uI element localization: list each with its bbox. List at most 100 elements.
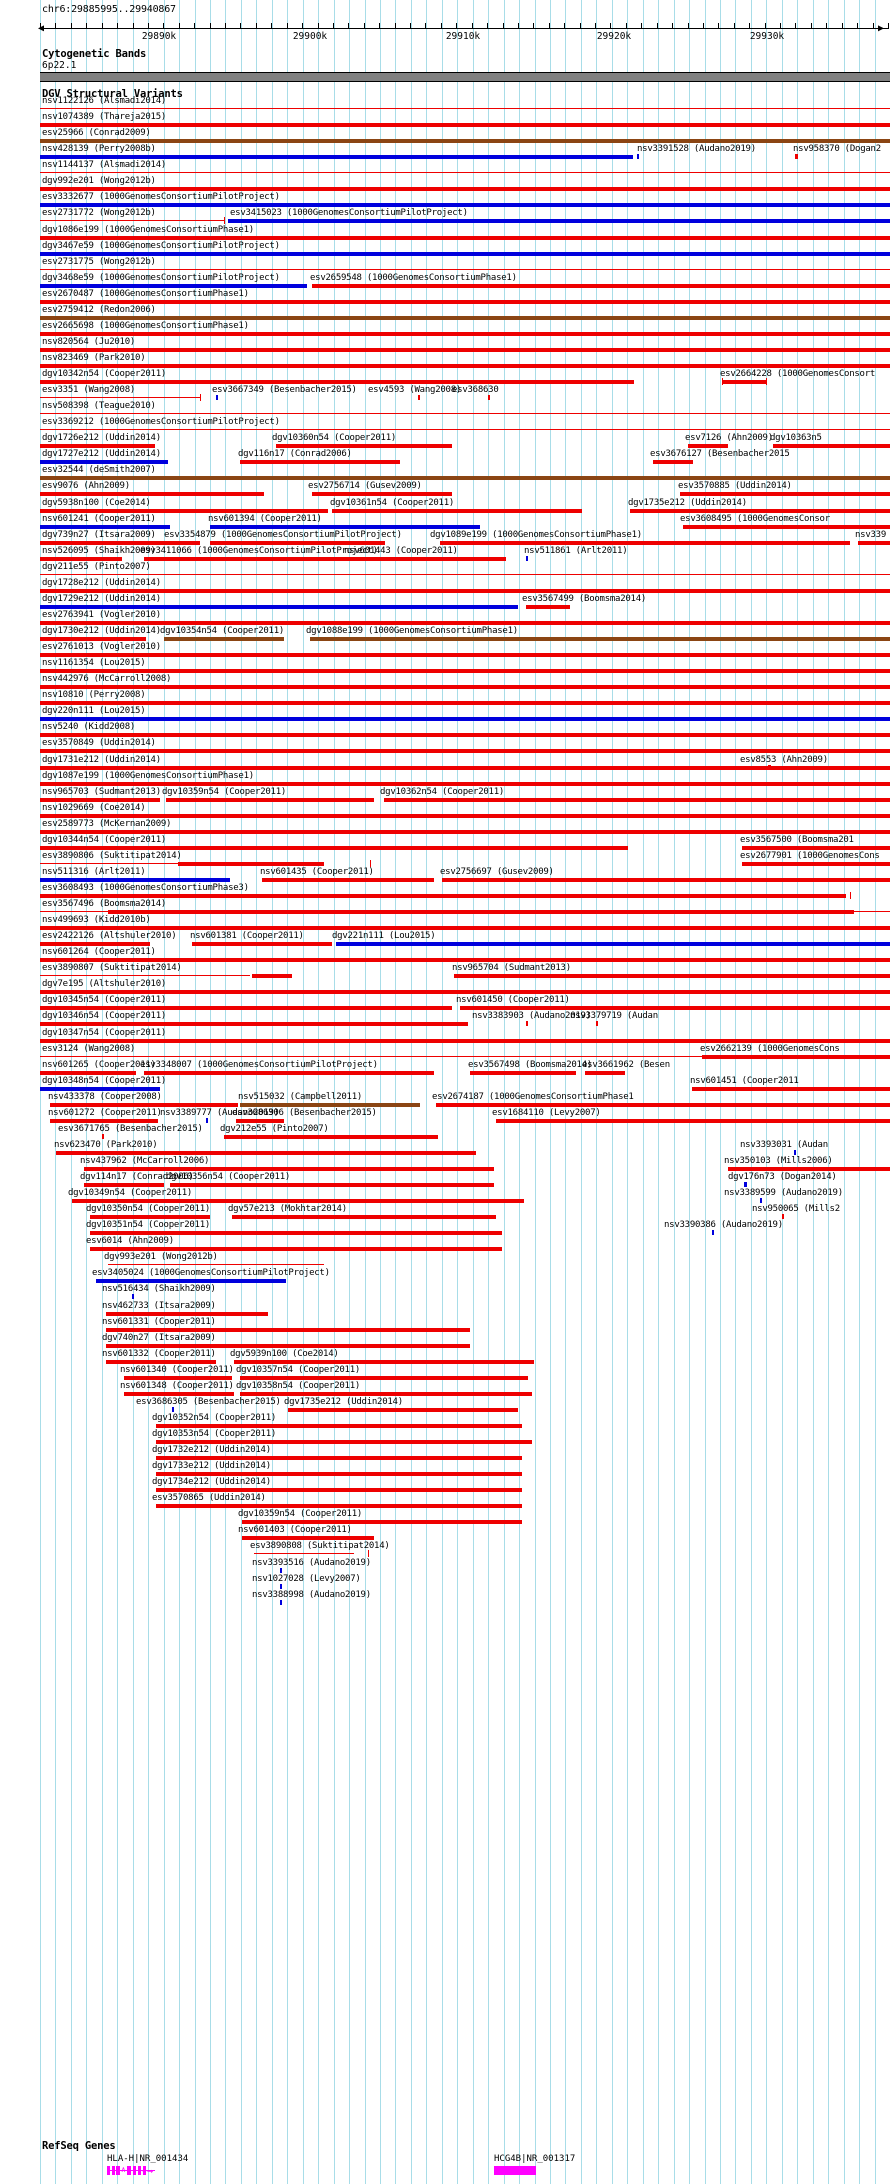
- variant-feature-bar[interactable]: [440, 540, 850, 545]
- variant-feature-bar[interactable]: [40, 331, 890, 336]
- variant-feature-bar[interactable]: [40, 347, 890, 352]
- variant-feature-bar[interactable]: [40, 573, 890, 575]
- variant-feature-bar[interactable]: [702, 1054, 890, 1059]
- variant-feature-bar[interactable]: [40, 220, 224, 222]
- variant-feature-bar[interactable]: [526, 604, 570, 609]
- pan-left-arrow[interactable]: ◀: [38, 23, 45, 34]
- variant-feature-bar[interactable]: [728, 1167, 890, 1171]
- variant-feature-bar[interactable]: [124, 1391, 234, 1396]
- variant-feature-bar[interactable]: [232, 1215, 496, 1220]
- variant-feature-bar[interactable]: [418, 395, 420, 401]
- variant-feature-bar[interactable]: [172, 1406, 174, 1412]
- variant-feature-bar[interactable]: [40, 669, 890, 674]
- variant-feature-bar[interactable]: [346, 556, 506, 561]
- variant-feature-bar[interactable]: [40, 556, 122, 561]
- variant-feature-bar[interactable]: [276, 444, 452, 449]
- variant-feature-segment[interactable]: [252, 974, 292, 979]
- variant-feature-bar[interactable]: [156, 1423, 522, 1428]
- variant-feature-bar[interactable]: [40, 492, 264, 497]
- gene-exon[interactable]: [143, 2166, 146, 2175]
- variant-feature-bar[interactable]: [240, 1375, 528, 1380]
- variant-feature-bar[interactable]: [40, 717, 890, 722]
- variant-feature-bar[interactable]: [40, 172, 890, 174]
- variant-feature-bar[interactable]: [773, 444, 890, 449]
- variant-feature-bar[interactable]: [744, 1182, 747, 1187]
- variant-feature-bar[interactable]: [156, 1456, 522, 1460]
- variant-feature-bar[interactable]: [288, 1407, 518, 1412]
- variant-feature-bar[interactable]: [156, 1488, 522, 1493]
- variant-feature-bar[interactable]: [40, 444, 155, 449]
- variant-feature-bar[interactable]: [760, 1198, 762, 1204]
- variant-feature-bar[interactable]: [40, 429, 890, 431]
- variant-feature-bar[interactable]: [40, 283, 307, 288]
- variant-feature-bar[interactable]: [40, 733, 890, 738]
- variant-feature-bar[interactable]: [40, 1086, 160, 1091]
- variant-feature-bar[interactable]: [242, 1520, 522, 1525]
- variant-feature-bar[interactable]: [794, 1149, 796, 1155]
- variant-feature-bar[interactable]: [40, 588, 890, 593]
- variant-feature-bar[interactable]: [84, 1167, 494, 1171]
- variant-feature-bar[interactable]: [680, 492, 890, 497]
- variant-feature-bar[interactable]: [166, 797, 374, 802]
- variant-feature-bar[interactable]: [40, 299, 890, 304]
- variant-feature-bar[interactable]: [90, 1247, 502, 1252]
- variant-feature-bar[interactable]: [40, 397, 200, 399]
- variant-feature-bar[interactable]: [40, 701, 890, 706]
- gene-label[interactable]: HCG4B|NR_001317: [494, 2154, 576, 2164]
- variant-feature-bar[interactable]: [216, 395, 218, 401]
- variant-feature-bar[interactable]: [280, 1583, 282, 1589]
- variant-feature-bar[interactable]: [40, 315, 890, 320]
- variant-feature-bar[interactable]: [240, 460, 400, 465]
- variant-feature-bar[interactable]: [768, 764, 771, 770]
- gene-exon[interactable]: [116, 2166, 120, 2175]
- variant-feature-bar[interactable]: [234, 1359, 534, 1364]
- variant-feature-bar[interactable]: [454, 974, 890, 979]
- variant-feature-bar[interactable]: [40, 1022, 468, 1027]
- variant-feature-bar[interactable]: [280, 1567, 282, 1573]
- variant-feature-bar[interactable]: [96, 1279, 286, 1284]
- gene-exon[interactable]: [127, 2166, 131, 2175]
- variant-feature-bar[interactable]: [210, 524, 480, 529]
- variant-feature-bar[interactable]: [40, 958, 890, 963]
- variant-feature-segment[interactable]: [178, 861, 324, 866]
- variant-feature-bar[interactable]: [206, 1117, 208, 1123]
- variant-feature-bar[interactable]: [236, 1118, 284, 1123]
- variant-feature-bar[interactable]: [40, 460, 168, 465]
- variant-feature-bar[interactable]: [40, 813, 890, 818]
- variant-feature-bar[interactable]: [336, 942, 890, 947]
- variant-feature-bar[interactable]: [683, 524, 890, 529]
- variant-feature-bar[interactable]: [106, 1359, 216, 1364]
- variant-feature-bar[interactable]: [488, 395, 490, 401]
- variant-feature-bar[interactable]: [40, 781, 890, 786]
- variant-feature-bar[interactable]: [596, 1021, 598, 1027]
- variant-feature-bar[interactable]: [470, 1070, 576, 1075]
- variant-feature-bar[interactable]: [40, 1006, 452, 1011]
- variant-feature-bar[interactable]: [106, 1327, 470, 1332]
- variant-feature-bar[interactable]: [40, 862, 308, 864]
- variant-feature-bar[interactable]: [40, 108, 890, 109]
- variant-feature-bar[interactable]: [240, 1102, 420, 1107]
- variant-feature-bar[interactable]: [40, 123, 890, 128]
- variant-feature-bar[interactable]: [156, 1440, 532, 1444]
- variant-feature-bar[interactable]: [156, 1472, 522, 1477]
- variant-feature-bar[interactable]: [858, 540, 890, 545]
- variant-feature-bar[interactable]: [192, 942, 332, 947]
- variant-feature-bar[interactable]: [90, 1231, 502, 1236]
- variant-feature-bar[interactable]: [40, 685, 890, 690]
- variant-feature-bar[interactable]: [40, 187, 890, 192]
- variant-feature-bar[interactable]: [240, 1391, 532, 1396]
- variant-feature-bar[interactable]: [40, 235, 890, 240]
- variant-feature-bar[interactable]: [40, 268, 890, 270]
- variant-feature-bar[interactable]: [692, 1086, 890, 1091]
- variant-feature-bar[interactable]: [50, 1102, 238, 1107]
- variant-feature-bar[interactable]: [124, 1375, 232, 1380]
- variant-feature-bar[interactable]: [312, 492, 452, 497]
- variant-feature-bar[interactable]: [742, 861, 890, 866]
- variant-feature-bar[interactable]: [40, 975, 250, 977]
- variant-feature-bar[interactable]: [526, 555, 528, 561]
- variant-feature-bar[interactable]: [722, 380, 766, 384]
- variant-feature-bar[interactable]: [40, 1055, 890, 1057]
- variant-feature-bar[interactable]: [56, 1150, 476, 1155]
- variant-feature-bar[interactable]: [102, 1133, 104, 1139]
- variant-feature-bar[interactable]: [40, 1070, 136, 1075]
